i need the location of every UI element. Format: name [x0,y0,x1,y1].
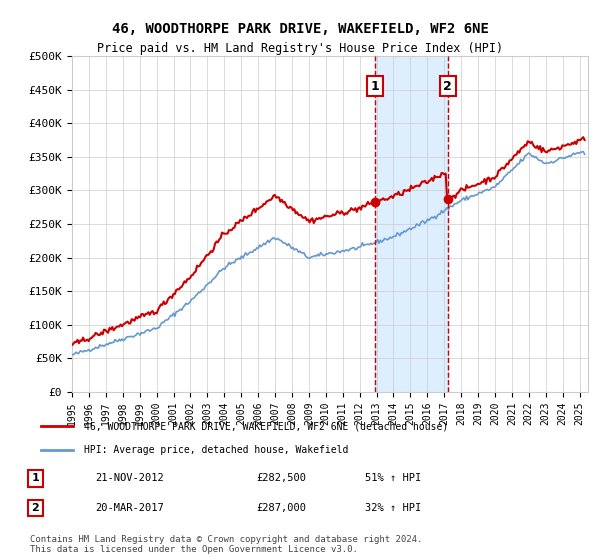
Text: 32% ↑ HPI: 32% ↑ HPI [365,503,421,513]
Text: 1: 1 [32,473,39,483]
Text: £282,500: £282,500 [257,473,307,483]
Text: 2: 2 [32,503,39,513]
Text: HPI: Average price, detached house, Wakefield: HPI: Average price, detached house, Wake… [84,445,349,455]
Text: 46, WOODTHORPE PARK DRIVE, WAKEFIELD, WF2 6NE (detached house): 46, WOODTHORPE PARK DRIVE, WAKEFIELD, WF… [84,421,448,431]
Text: 21-NOV-2012: 21-NOV-2012 [95,473,164,483]
Text: Price paid vs. HM Land Registry's House Price Index (HPI): Price paid vs. HM Land Registry's House … [97,42,503,55]
Bar [374,56,448,392]
Text: 1: 1 [370,80,379,93]
Text: 46, WOODTHORPE PARK DRIVE, WAKEFIELD, WF2 6NE: 46, WOODTHORPE PARK DRIVE, WAKEFIELD, WF… [112,22,488,36]
Text: £287,000: £287,000 [257,503,307,513]
Text: 2: 2 [443,80,452,93]
Text: 20-MAR-2017: 20-MAR-2017 [95,503,164,513]
Text: 51% ↑ HPI: 51% ↑ HPI [365,473,421,483]
Text: Contains HM Land Registry data © Crown copyright and database right 2024.
This d: Contains HM Land Registry data © Crown c… [30,535,422,554]
